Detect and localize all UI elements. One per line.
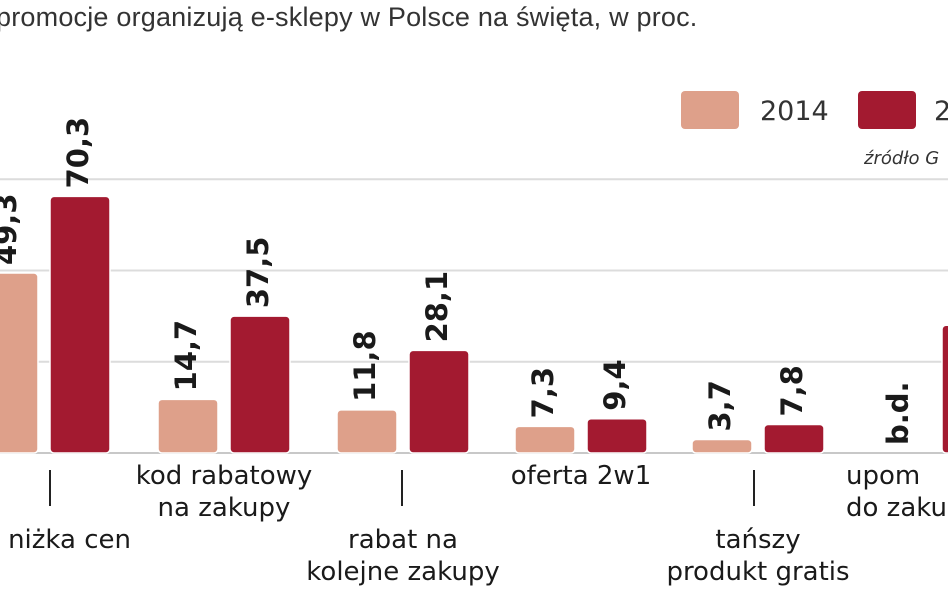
bar-2-1 xyxy=(229,315,291,454)
data-label-2014-4: 3,7 xyxy=(703,380,737,431)
source-note: źródło G xyxy=(863,148,939,169)
bar-2-2 xyxy=(408,349,470,454)
bar-2014-2 xyxy=(336,409,398,454)
category-label-3-line-0: oferta 2w1 xyxy=(511,461,652,491)
chart-title: promocje organizują e-sklepy w Polsce na… xyxy=(0,2,698,32)
data-label-2014-0: 49,3 xyxy=(0,193,23,265)
bar-2-4 xyxy=(763,423,825,454)
bar-2-5 xyxy=(941,324,948,454)
data-label-2-4: 7,8 xyxy=(775,365,809,416)
bar-2014-0 xyxy=(0,272,39,454)
data-label-2-2: 28,1 xyxy=(420,271,454,343)
legend-label-2015: 2 xyxy=(934,96,948,127)
data-label-2014-2: 11,8 xyxy=(348,330,382,402)
legend-swatch-2015 xyxy=(858,91,916,129)
data-label-2014-5: b.d. xyxy=(881,381,915,445)
data-label-2014-1: 14,7 xyxy=(169,320,203,392)
bar-2014-1 xyxy=(157,398,219,454)
data-label-2-1: 37,5 xyxy=(241,237,275,309)
category-label-2-line-1: kolejne zakupy xyxy=(306,557,499,587)
bar-2014-4 xyxy=(691,438,753,454)
bar-2014-3 xyxy=(514,425,576,454)
legend-swatch-2014 xyxy=(681,91,739,129)
bar-2-0 xyxy=(49,195,111,454)
category-label-1-line-0: kod rabatowy xyxy=(136,461,313,491)
category-label-5-line-0: upom xyxy=(846,461,920,491)
data-label-2014-3: 7,3 xyxy=(526,367,560,418)
category-label-0-line-0: niżka cen xyxy=(8,525,131,555)
legend-label-2014: 2014 xyxy=(760,96,829,127)
data-label-2-3: 9,4 xyxy=(598,359,632,410)
bar-2-3 xyxy=(586,417,648,454)
data-label-2-0: 70,3 xyxy=(61,117,95,189)
category-label-1-line-1: na zakupy xyxy=(158,493,291,523)
category-label-4-line-0: tańszy xyxy=(715,525,800,555)
category-label-5-line-1: do zaku xyxy=(846,493,947,523)
category-label-4-line-1: produkt gratis xyxy=(666,557,849,587)
category-label-2-line-0: rabat na xyxy=(348,525,458,555)
